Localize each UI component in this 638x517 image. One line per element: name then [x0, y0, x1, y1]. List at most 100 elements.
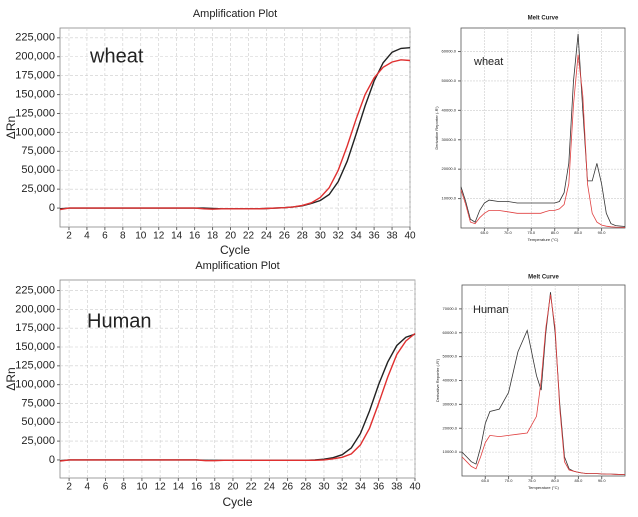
x-tick-label: 28 — [300, 482, 312, 493]
line-series — [460, 33, 626, 227]
x-tick-label: 26 — [279, 231, 291, 242]
x-tick-label: 32 — [333, 231, 345, 242]
x-tick-label: 4 — [85, 482, 91, 493]
x-tick-label: 4 — [84, 231, 90, 242]
x-tick-label: 6 — [103, 482, 109, 493]
x-tick-label: 18 — [207, 231, 219, 242]
x-tick-label: 10 — [136, 482, 148, 493]
chart-title: Melt Curve — [528, 275, 559, 281]
x-axis-label: Cycle — [222, 495, 252, 509]
x-tick-label: 36 — [369, 231, 381, 242]
y-axis-label: ΔRn — [4, 116, 18, 139]
x-tick-label: 8 — [121, 482, 127, 493]
plot-area — [460, 27, 626, 229]
x-tick-label: 65.0 — [481, 230, 490, 235]
x-tick-label: 40 — [409, 482, 421, 493]
x-tick-label: 16 — [191, 482, 203, 493]
y-tick-label: 50,000 — [21, 164, 55, 176]
y-tick-label: 50,000 — [21, 416, 55, 428]
x-tick-label: 24 — [261, 231, 273, 242]
x-tick-label: 85.0 — [575, 478, 584, 483]
x-tick-label: 70.0 — [504, 230, 513, 235]
annotation: wheat — [89, 45, 144, 67]
y-tick-label: 70000.0 — [443, 306, 458, 311]
x-tick-label: 16 — [189, 231, 201, 242]
plot-area — [59, 279, 416, 479]
y-tick-label: 200,000 — [15, 303, 55, 315]
y-tick-label: 175,000 — [15, 70, 55, 82]
y-tick-label: 20000.0 — [442, 166, 457, 171]
x-tick-label: 24 — [264, 482, 276, 493]
plot-area — [59, 27, 411, 228]
y-axis-label: Derivative Reporter (-R') — [434, 106, 439, 150]
x-tick-label: 80.0 — [551, 478, 560, 483]
x-tick-label: 12 — [155, 482, 167, 493]
annotation: Human — [473, 304, 508, 316]
x-tick-label: 12 — [153, 231, 165, 242]
x-tick-label: 18 — [209, 482, 221, 493]
x-tick-label: 38 — [391, 482, 403, 493]
y-tick-label: 150,000 — [15, 341, 55, 353]
x-tick-label: 22 — [243, 231, 255, 242]
y-tick-label: 75,000 — [21, 397, 55, 409]
x-tick-label: 70.0 — [505, 478, 514, 483]
y-tick-label: 100,000 — [15, 126, 55, 138]
x-tick-label: 34 — [351, 231, 363, 242]
y-tick-label: 0 — [49, 202, 55, 214]
x-tick-label: 38 — [386, 231, 398, 242]
annotation: Human — [87, 310, 151, 332]
chart-title: Amplification Plot — [195, 260, 279, 272]
x-tick-label: 65.0 — [481, 478, 490, 483]
x-tick-label: 6 — [102, 231, 108, 242]
x-tick-label: 32 — [337, 482, 349, 493]
y-axis-label: ΔRn — [4, 367, 18, 390]
x-axis-label: Temperature (°C) — [528, 485, 559, 490]
x-tick-label: 26 — [282, 482, 294, 493]
y-tick-label: 25,000 — [21, 183, 55, 195]
x-tick-label: 80.0 — [551, 230, 560, 235]
y-tick-label: 125,000 — [15, 360, 55, 372]
y-tick-label: 175,000 — [15, 322, 55, 334]
y-tick-label: 0 — [49, 454, 55, 466]
y-tick-label: 30000.0 — [442, 137, 457, 142]
x-tick-label: 75.0 — [527, 230, 536, 235]
y-tick-label: 225,000 — [15, 32, 55, 44]
x-tick-label: 30 — [318, 482, 330, 493]
x-tick-label: 22 — [246, 482, 258, 493]
y-tick-label: 150,000 — [15, 88, 55, 100]
x-axis-label: Temperature (°C) — [528, 237, 559, 242]
annotation: wheat — [473, 56, 503, 68]
x-tick-label: 28 — [297, 231, 309, 242]
y-tick-label: 10000.0 — [442, 196, 457, 201]
y-tick-label: 25,000 — [21, 435, 55, 447]
x-tick-label: 40 — [404, 231, 416, 242]
line-series — [59, 59, 411, 211]
x-tick-label: 14 — [171, 231, 183, 242]
y-tick-label: 10000.0 — [443, 449, 458, 454]
y-tick-label: 60000.0 — [442, 49, 457, 54]
y-axis-label: Derivative Reporter (-R') — [435, 358, 440, 402]
chart-title: Amplification Plot — [193, 8, 277, 20]
y-tick-label: 200,000 — [15, 51, 55, 63]
x-tick-label: 14 — [173, 482, 185, 493]
y-tick-label: 225,000 — [15, 284, 55, 296]
x-tick-label: 2 — [66, 231, 72, 242]
line-series — [461, 294, 626, 475]
y-tick-label: 40000.0 — [442, 107, 457, 112]
line-series — [460, 54, 626, 228]
y-tick-label: 40000.0 — [443, 378, 458, 383]
y-tick-label: 125,000 — [15, 107, 55, 119]
x-tick-label: 8 — [120, 231, 126, 242]
chart-title: Melt Curve — [528, 16, 559, 22]
x-tick-label: 36 — [373, 482, 385, 493]
x-tick-label: 2 — [66, 482, 72, 493]
y-tick-label: 20000.0 — [443, 425, 458, 430]
y-tick-label: 75,000 — [21, 145, 55, 157]
line-series — [59, 332, 416, 462]
y-tick-label: 50000.0 — [442, 78, 457, 83]
x-tick-label: 34 — [355, 482, 367, 493]
x-tick-label: 20 — [227, 482, 239, 493]
x-tick-label: 10 — [135, 231, 147, 242]
y-tick-label: 100,000 — [15, 379, 55, 391]
